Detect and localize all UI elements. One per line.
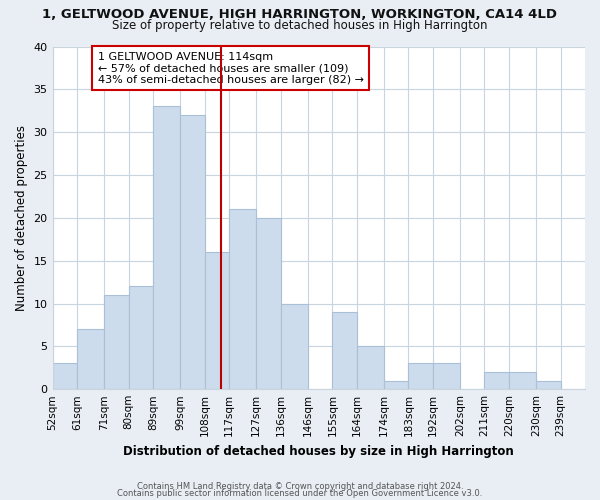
Bar [409, 364, 433, 389]
Text: 1 GELTWOOD AVENUE: 114sqm
← 57% of detached houses are smaller (109)
43% of semi: 1 GELTWOOD AVENUE: 114sqm ← 57% of detac… [98, 52, 364, 85]
Bar [256, 218, 281, 389]
Text: 1, GELTWOOD AVENUE, HIGH HARRINGTON, WORKINGTON, CA14 4LD: 1, GELTWOOD AVENUE, HIGH HARRINGTON, WOR… [43, 8, 557, 20]
Bar [433, 364, 460, 389]
Bar [104, 295, 128, 389]
Bar [281, 304, 308, 389]
Bar [509, 372, 536, 389]
Bar [77, 329, 104, 389]
X-axis label: Distribution of detached houses by size in High Harrington: Distribution of detached houses by size … [124, 444, 514, 458]
Bar [205, 252, 229, 389]
Bar [128, 286, 153, 389]
Bar [332, 312, 357, 389]
Bar [180, 115, 205, 389]
Bar [484, 372, 509, 389]
Y-axis label: Number of detached properties: Number of detached properties [15, 125, 28, 311]
Bar [357, 346, 384, 389]
Text: Size of property relative to detached houses in High Harrington: Size of property relative to detached ho… [112, 18, 488, 32]
Bar [153, 106, 180, 389]
Bar [536, 380, 560, 389]
Text: Contains public sector information licensed under the Open Government Licence v3: Contains public sector information licen… [118, 489, 482, 498]
Bar [384, 380, 409, 389]
Bar [53, 364, 77, 389]
Text: Contains HM Land Registry data © Crown copyright and database right 2024.: Contains HM Land Registry data © Crown c… [137, 482, 463, 491]
Bar [229, 210, 256, 389]
